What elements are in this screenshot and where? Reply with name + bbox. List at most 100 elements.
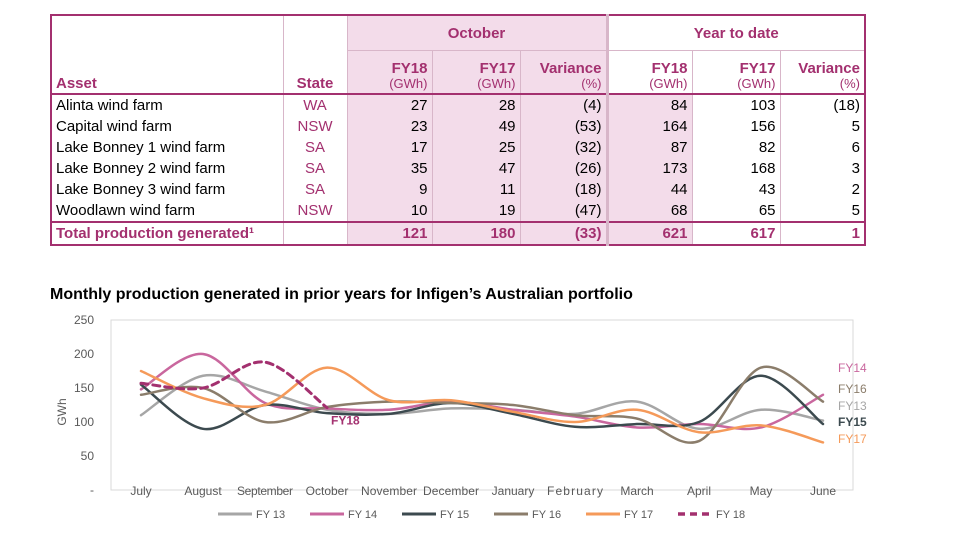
oct-fy17-cell: 28 xyxy=(431,94,520,116)
y-tick-label: - xyxy=(90,483,94,497)
total-ytd-fy18: 621 xyxy=(605,221,692,245)
oct-variance-cell: (53) xyxy=(519,116,607,137)
x-axis-ticks: July August September October November Decemb… xyxy=(130,484,836,498)
state-cell: WA xyxy=(282,94,347,116)
x-tick-label: November xyxy=(361,484,417,498)
series-end-label-fy18: FY18 xyxy=(331,414,360,428)
ytd-variance-cell: 5 xyxy=(779,116,865,137)
asset-cell: Woodlawn wind farm xyxy=(56,202,195,219)
asset-cell: Lake Bonney 2 wind farm xyxy=(56,160,226,177)
y-tick-label: 150 xyxy=(74,381,94,395)
ytd-fy18-cell: 87 xyxy=(605,137,692,158)
state-column-header: State xyxy=(282,50,347,95)
legend-label-fy15: FY 15 xyxy=(440,509,469,521)
x-tick-label: July xyxy=(130,484,151,498)
ytd-fy17-cell: 43 xyxy=(691,179,780,200)
october-group-header: October xyxy=(346,15,607,51)
series-end-label-fy17: FY17 xyxy=(838,432,867,446)
y-tick-label: 100 xyxy=(74,415,94,429)
asset-column-header: Asset xyxy=(51,50,283,95)
y-tick-label: 50 xyxy=(81,449,95,463)
oct-variance-cell: (32) xyxy=(519,137,607,158)
ytd-fy18-cell: 44 xyxy=(605,179,692,200)
ytd-fy17-cell: 168 xyxy=(691,158,780,179)
legend-label-fy13: FY 13 xyxy=(256,509,285,521)
oct-fy17-column-header: FY17 (GWh) xyxy=(431,50,520,95)
x-tick-label: June xyxy=(810,484,836,498)
series-end-labels: FY13 FY14 FY15 FY16 FY17 FY18 xyxy=(331,361,867,446)
oct-variance-cell: (47) xyxy=(519,200,607,222)
ytd-group-header: Year to date xyxy=(605,15,865,51)
header-spacer xyxy=(51,15,283,51)
table-row: Woodlawn wind farm NSW 10 19 (47) 68 65 … xyxy=(51,200,865,222)
x-tick-label: January xyxy=(492,484,535,498)
y-tick-label: 250 xyxy=(74,313,94,327)
table-row: Capital wind farm NSW 23 49 (53) 164 156… xyxy=(51,116,865,137)
table-row: Alinta wind farm WA 27 28 (4) 84 103 (18… xyxy=(51,94,865,116)
ytd-variance-cell: 3 xyxy=(779,158,865,179)
series-end-label-fy15: FY15 xyxy=(838,415,867,429)
ytd-fy17-cell: 65 xyxy=(691,200,780,222)
oct-fy18-cell: 9 xyxy=(346,179,432,200)
state-cell: NSW xyxy=(282,200,347,222)
plot-area-border xyxy=(110,319,854,491)
oct-fy17-cell: 47 xyxy=(431,158,520,179)
oct-fy17-cell: 25 xyxy=(431,137,520,158)
total-oct-variance: (33) xyxy=(519,221,607,245)
series-line-fy18 xyxy=(139,360,329,410)
series-line-fy17 xyxy=(139,366,825,444)
oct-fy18-cell: 17 xyxy=(346,137,432,158)
total-label: Total production generated¹ xyxy=(51,221,283,245)
oct-variance-cell: (18) xyxy=(519,179,607,200)
ytd-variance-cell: (18) xyxy=(779,94,865,116)
ytd-variance-cell: 2 xyxy=(779,179,865,200)
x-tick-label: September xyxy=(237,484,293,498)
oct-fy18-cell: 35 xyxy=(346,158,432,179)
x-tick-label: October xyxy=(306,484,349,498)
ytd-fy17-cell: 82 xyxy=(691,137,780,158)
oct-fy17-cell: 49 xyxy=(431,116,520,137)
y-axis-label: GWh xyxy=(55,398,69,425)
x-tick-label: December xyxy=(423,484,479,498)
ytd-fy18-cell: 68 xyxy=(605,200,692,222)
table-row: Lake Bonney 2 wind farm SA 35 47 (26) 17… xyxy=(51,158,865,179)
total-ytd-variance: 1 xyxy=(779,221,865,245)
series-end-label-fy14: FY14 xyxy=(838,361,867,375)
oct-fy18-column-header: FY18 (GWh) xyxy=(346,50,432,95)
x-tick-label: April xyxy=(687,484,711,498)
production-line-chart: GWh 250 200 150 100 50 - July August September O… xyxy=(55,313,867,521)
header-spacer xyxy=(282,15,347,51)
series-end-label-fy16: FY16 xyxy=(838,382,867,396)
production-table: October Year to date Asset State FY18 (GW… xyxy=(50,14,866,246)
y-tick-label: 200 xyxy=(74,347,94,361)
asset-cell: Capital wind farm xyxy=(56,118,172,135)
x-tick-label: May xyxy=(750,484,773,498)
ytd-fy17-column-header: FY17 (GWh) xyxy=(691,50,780,95)
state-cell: SA xyxy=(282,179,347,200)
ytd-fy17-cell: 103 xyxy=(691,94,780,116)
ytd-variance-cell: 5 xyxy=(779,200,865,222)
total-row: Total production generated¹ 121 180 (33)… xyxy=(51,221,865,245)
ytd-variance-column-header: Variance (%) xyxy=(779,50,865,95)
ytd-fy18-cell: 173 xyxy=(605,158,692,179)
x-tick-label: February xyxy=(547,484,603,498)
ytd-fy18-column-header: FY18 (GWh) xyxy=(605,50,692,95)
total-state-cell xyxy=(282,221,347,245)
oct-variance-cell: (4) xyxy=(519,94,607,116)
oct-fy18-cell: 23 xyxy=(346,116,432,137)
series-line-fy13 xyxy=(139,373,825,431)
x-tick-label: August xyxy=(184,484,222,498)
oct-fy18-cell: 10 xyxy=(346,200,432,222)
state-cell: NSW xyxy=(282,116,347,137)
asset-cell: Alinta wind farm xyxy=(56,97,163,114)
asset-cell: Lake Bonney 1 wind farm xyxy=(56,139,226,156)
legend-label-fy14: FY 14 xyxy=(348,509,377,521)
total-oct-fy17: 180 xyxy=(431,221,520,245)
x-tick-label: March xyxy=(620,484,653,498)
ytd-fy18-cell: 84 xyxy=(605,94,692,116)
state-cell: SA xyxy=(282,137,347,158)
y-axis-ticks: 250 200 150 100 50 - xyxy=(74,313,94,497)
legend-label-fy16: FY 16 xyxy=(532,509,561,521)
ytd-fy17-cell: 156 xyxy=(691,116,780,137)
total-oct-fy18: 121 xyxy=(346,221,432,245)
